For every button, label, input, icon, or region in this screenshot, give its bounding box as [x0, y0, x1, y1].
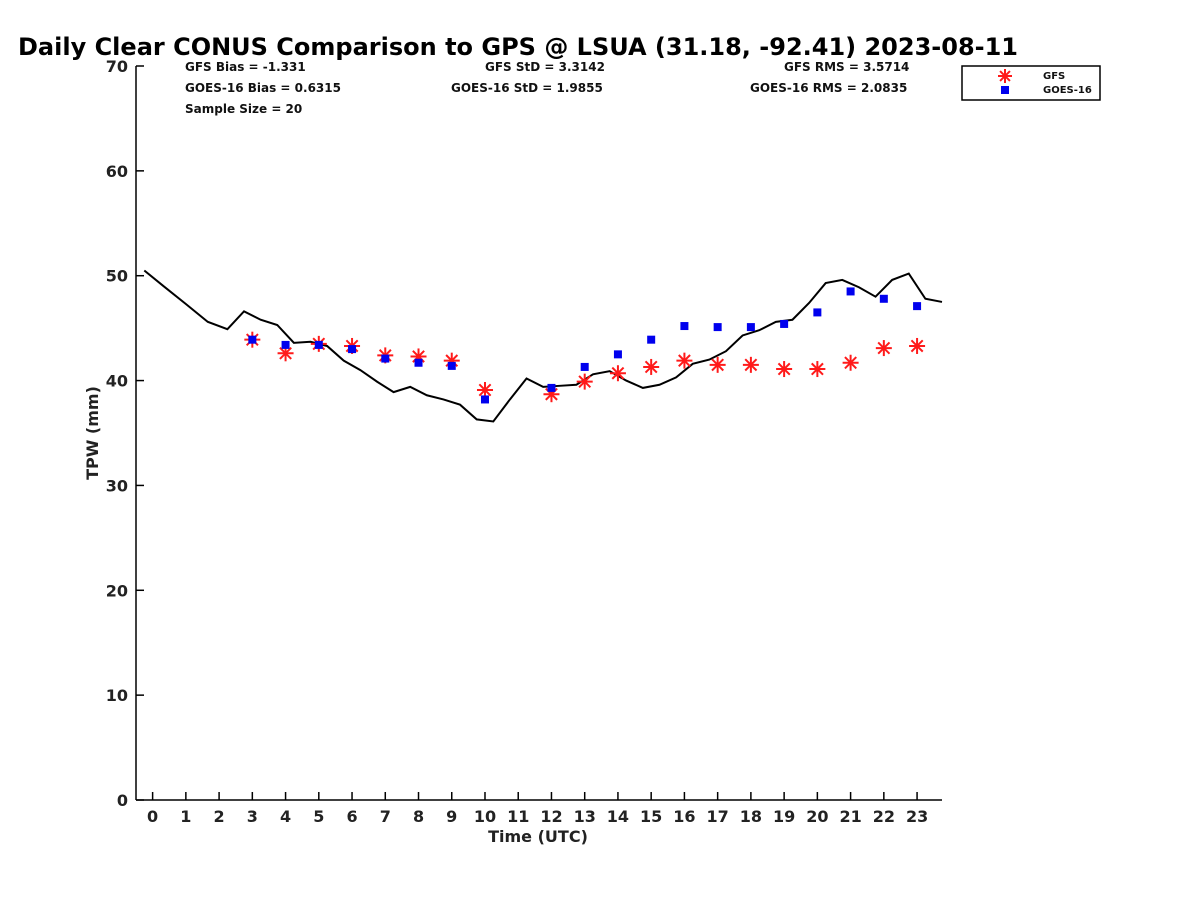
x-tick-label: 11	[507, 807, 529, 826]
data-point-gfs	[476, 382, 493, 399]
data-point-goes-16	[613, 350, 622, 359]
x-tick-label: 18	[740, 807, 762, 826]
x-tick-label: 13	[574, 807, 596, 826]
data-point-gfs	[676, 352, 693, 369]
x-tick-label: 4	[280, 807, 291, 826]
x-tick-label: 8	[413, 807, 424, 826]
goes-rms-text: GOES-16 RMS = 2.0835	[750, 81, 907, 95]
x-tick-label: 9	[446, 807, 457, 826]
x-tick-label: 22	[873, 807, 895, 826]
data-point-goes-16	[248, 335, 257, 344]
data-point-goes-16	[281, 340, 290, 349]
x-tick-label: 5	[313, 807, 324, 826]
y-tick-label: 60	[106, 162, 128, 181]
data-point-goes-16	[913, 302, 922, 311]
data-point-goes-16	[414, 358, 423, 367]
gfs-bias-text: GFS Bias = -1.331	[185, 60, 306, 74]
data-point-gfs	[742, 356, 759, 373]
x-tick-label: 1	[180, 807, 191, 826]
gfs-std-text: GFS StD = 3.3142	[485, 60, 605, 74]
x-tick-label: 23	[906, 807, 928, 826]
data-point-goes-16	[480, 395, 489, 404]
data-point-gfs	[709, 356, 726, 373]
gfs-rms-text: GFS RMS = 3.5714	[784, 60, 909, 74]
y-tick-label: 50	[106, 267, 128, 286]
data-point-goes-16	[547, 383, 556, 392]
x-tick-label: 2	[214, 807, 225, 826]
data-point-gfs	[875, 340, 892, 357]
data-point-goes-16	[580, 362, 589, 371]
data-point-goes-16	[879, 294, 888, 303]
data-point-gfs	[643, 358, 660, 375]
data-point-goes-16	[780, 319, 789, 328]
x-tick-label: 6	[346, 807, 357, 826]
legend-gfs-asterisk	[998, 69, 1012, 83]
x-tick-label: 15	[640, 807, 662, 826]
x-tick-label: 20	[806, 807, 828, 826]
x-tick-label: 21	[839, 807, 861, 826]
x-tick-label: 7	[380, 807, 391, 826]
series-line-gps	[143, 269, 943, 423]
data-point-goes-16	[348, 345, 357, 354]
x-axis-label: Time (UTC)	[488, 827, 588, 846]
legend-goes-marker	[1001, 86, 1009, 94]
data-point-gfs	[809, 361, 826, 378]
sample-size-text: Sample Size = 20	[185, 102, 302, 116]
chart-title: Daily Clear CONUS Comparison to GPS @ LS…	[18, 33, 1018, 61]
legend-box	[961, 65, 1101, 101]
legend-goes-label: GOES-16	[1043, 85, 1092, 96]
y-tick-label: 20	[106, 581, 128, 600]
data-point-goes-16	[846, 287, 855, 296]
legend: GFS GOES-16	[961, 65, 1101, 101]
data-point-goes-16	[381, 354, 390, 363]
data-point-goes-16	[746, 323, 755, 332]
x-tick-label: 10	[474, 807, 496, 826]
y-tick-label: 30	[106, 476, 128, 495]
data-point-goes-16	[447, 361, 456, 370]
x-tick-label: 14	[607, 807, 629, 826]
y-tick-label: 70	[106, 57, 128, 76]
y-axis-label: TPW (mm)	[83, 386, 102, 480]
x-tick-label: 12	[540, 807, 562, 826]
stats-block: GFS Bias = -1.331 GFS StD = 3.3142 GFS R…	[185, 60, 909, 116]
x-tick-label: 3	[247, 807, 258, 826]
data-point-goes-16	[314, 340, 323, 349]
data-point-gfs	[776, 361, 793, 378]
x-tick-label: 17	[707, 807, 729, 826]
data-point-goes-16	[713, 323, 722, 332]
data-point-gfs	[842, 354, 859, 371]
data-point-gfs	[609, 365, 626, 382]
data-point-gfs	[909, 337, 926, 354]
goes-bias-text: GOES-16 Bias = 0.6315	[185, 81, 341, 95]
y-tick-label: 40	[106, 372, 128, 391]
data-point-goes-16	[680, 322, 689, 331]
data-point-gfs	[576, 373, 593, 390]
y-tick-label: 10	[106, 686, 128, 705]
data-point-goes-16	[813, 308, 822, 317]
legend-gfs-marker	[998, 69, 1012, 83]
goes-std-text: GOES-16 StD = 1.9855	[451, 81, 603, 95]
legend-gfs-label: GFS	[1043, 71, 1065, 82]
x-tick-label: 19	[773, 807, 795, 826]
y-tick-label: 0	[117, 791, 128, 810]
data-point-goes-16	[647, 335, 656, 344]
x-tick-label: 0	[147, 807, 158, 826]
x-tick-label: 16	[673, 807, 695, 826]
